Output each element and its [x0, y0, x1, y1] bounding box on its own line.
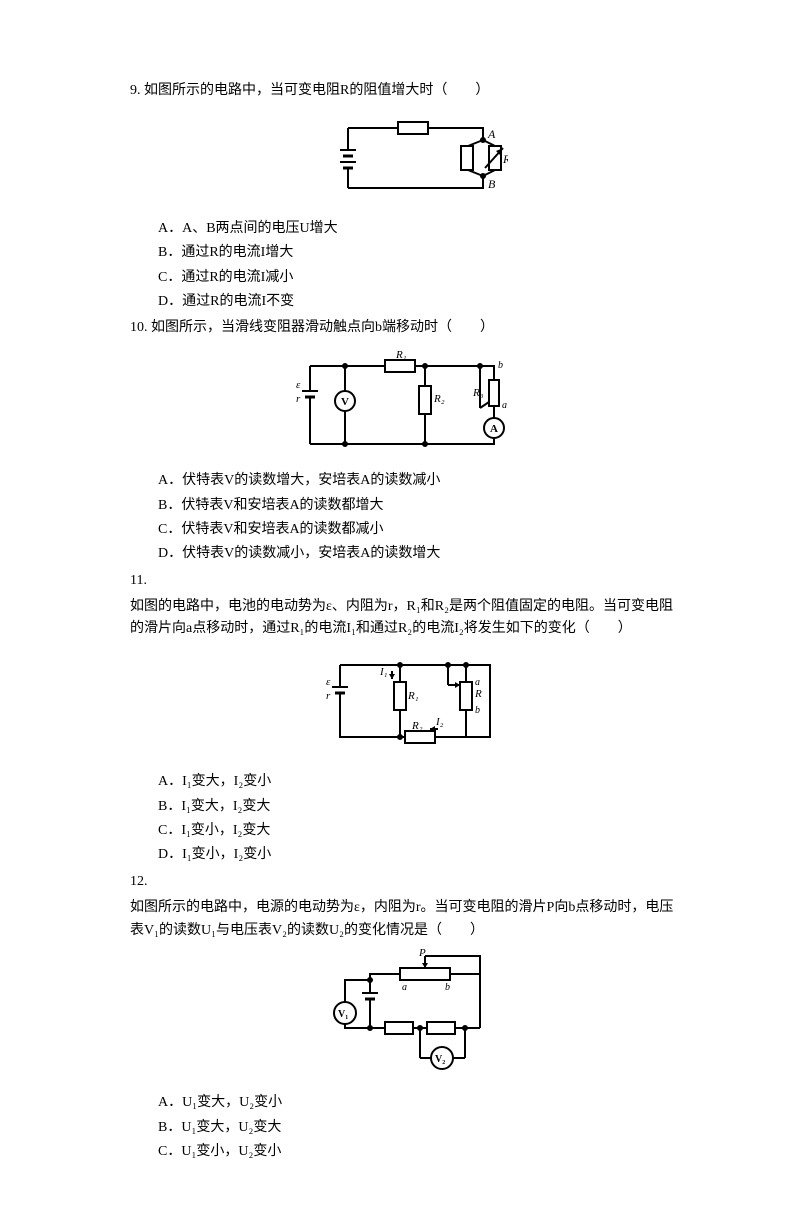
- question-11: 11. 如图的电路中，电池的电动势为ε、内阻为r，R₁和R₂是两个阻值固定的电阻…: [130, 570, 700, 867]
- q11-R: R: [474, 688, 482, 700]
- q9-diagram: A B R: [323, 108, 508, 203]
- q12-optA: A．U₁变大，U₂变小: [158, 1092, 700, 1114]
- q10-number: 10.: [130, 320, 148, 335]
- q10-R2: R₂: [433, 393, 445, 405]
- q9-optD: D．通过R的电流I不变: [158, 291, 700, 313]
- q12-P: P: [418, 948, 426, 959]
- q9-label-A: A: [487, 127, 496, 141]
- q11-E: ε: [326, 676, 331, 688]
- q10-optA: A．伏特表V的读数增大，安培表A的读数减小: [158, 470, 700, 492]
- q9-options: A．A、B两点间的电压U增大 B．通过R的电流I增大 C．通过R的电流I减小 D…: [130, 218, 700, 314]
- q10-optB: B．伏特表V和安培表A的读数都增大: [158, 495, 700, 517]
- q12-a: a: [402, 982, 407, 993]
- q11-number: 11.: [130, 573, 147, 588]
- q12-diagram-wrap: V₁ V₂ P a b: [130, 948, 700, 1086]
- q10-E: ε: [296, 379, 301, 391]
- q10-body: 如图所示，当滑线变阻器滑动触点向b端移动时（ ）: [151, 320, 494, 335]
- q10-b: b: [498, 360, 503, 371]
- q10-diagram-wrap: R₁ R₂ R₃ V A ε r a b: [130, 346, 700, 464]
- q12-diagram: V₁ V₂ P a b: [315, 948, 515, 1078]
- q11-R2: R₂: [411, 720, 423, 732]
- q10-V: V: [341, 396, 349, 408]
- q11-diagram: ε r I₁ R₁ R₂ I₂ R a b: [320, 647, 510, 757]
- q10-options: A．伏特表V的读数增大，安培表A的读数减小 B．伏特表V和安培表A的读数都增大 …: [130, 470, 700, 566]
- q10-R1: R₁: [395, 349, 407, 361]
- q11-r: r: [326, 690, 331, 702]
- q10-R3: R₃: [472, 387, 484, 399]
- q11-line2: 的滑片向a点移动时，通过R₁的电流I₁和通过R₂的电流I₂将发生如下的变化（ ）: [130, 618, 700, 640]
- q11-b: b: [475, 705, 480, 716]
- q12-V1: V₁: [338, 1009, 348, 1020]
- question-10: 10. 如图所示，当滑线变阻器滑动触点向b端移动时（ ）: [130, 317, 700, 565]
- q10-diagram: R₁ R₂ R₃ V A ε r a b: [290, 346, 540, 456]
- q9-body: 如图所示的电路中，当可变电阻R的阻值增大时（ ）: [144, 83, 489, 98]
- q11-I1: I₁: [379, 666, 388, 678]
- q11-line1: 如图的电路中，电池的电动势为ε、内阻为r，R₁和R₂是两个阻值固定的电阻。当可变…: [130, 596, 700, 618]
- q12-optB: B．U₁变大，U₂变大: [158, 1117, 700, 1139]
- q11-optD: D．I₁变小，I₂变小: [158, 844, 700, 866]
- q12-line2: 表V₁的读数U₁与电压表V₂的读数U₂的变化情况是（ ）: [130, 920, 700, 942]
- q12-text: 12.: [130, 871, 700, 893]
- q12-options: A．U₁变大，U₂变小 B．U₁变大，U₂变大 C．U₁变小，U₂变小: [130, 1092, 700, 1163]
- q11-I2: I₂: [435, 716, 444, 728]
- q9-number: 9.: [130, 83, 141, 98]
- q9-optB: B．通过R的电流I增大: [158, 242, 700, 264]
- q10-text: 10. 如图所示，当滑线变阻器滑动触点向b端移动时（ ）: [130, 317, 700, 339]
- q9-optA: A．A、B两点间的电压U增大: [158, 218, 700, 240]
- q9-diagram-wrap: A B R: [130, 108, 700, 211]
- question-12: 12. 如图所示的电路中，电源的电动势为ε，内阻为r。当可变电阻的滑片P向b点移…: [130, 871, 700, 1164]
- q11-optA: A．I₁变大，I₂变小: [158, 771, 700, 793]
- q10-optD: D．伏特表V的读数减小，安培表A的读数增大: [158, 543, 700, 565]
- q11-a: a: [475, 677, 480, 688]
- q12-optC: C．U₁变小，U₂变小: [158, 1141, 700, 1163]
- q12-line1: 如图所示的电路中，电源的电动势为ε，内阻为r。当可变电阻的滑片P向b点移动时，电…: [130, 897, 700, 919]
- q12-V2: V₂: [435, 1054, 445, 1065]
- q11-diagram-wrap: ε r I₁ R₁ R₂ I₂ R a b: [130, 647, 700, 765]
- q12-number: 12.: [130, 874, 148, 889]
- q11-text: 11.: [130, 570, 700, 592]
- q11-options: A．I₁变大，I₂变小 B．I₁变大，I₂变大 C．I₁变小，I₂变大 D．I₁…: [130, 771, 700, 867]
- q10-r: r: [296, 393, 301, 405]
- q12-b: b: [445, 982, 450, 993]
- question-9: 9. 如图所示的电路中，当可变电阻R的阻值增大时（ ）: [130, 80, 700, 313]
- q11-optB: B．I₁变大，I₂变大: [158, 796, 700, 818]
- q9-optC: C．通过R的电流I减小: [158, 267, 700, 289]
- q10-A: A: [490, 423, 498, 435]
- q11-R1: R₁: [407, 690, 419, 702]
- q10-optC: C．伏特表V和安培表A的读数都减小: [158, 519, 700, 541]
- q10-a: a: [502, 400, 507, 411]
- q11-optC: C．I₁变小，I₂变大: [158, 820, 700, 842]
- q9-text: 9. 如图所示的电路中，当可变电阻R的阻值增大时（ ）: [130, 80, 700, 102]
- q9-label-R: R: [502, 152, 508, 166]
- q9-label-B: B: [488, 177, 496, 191]
